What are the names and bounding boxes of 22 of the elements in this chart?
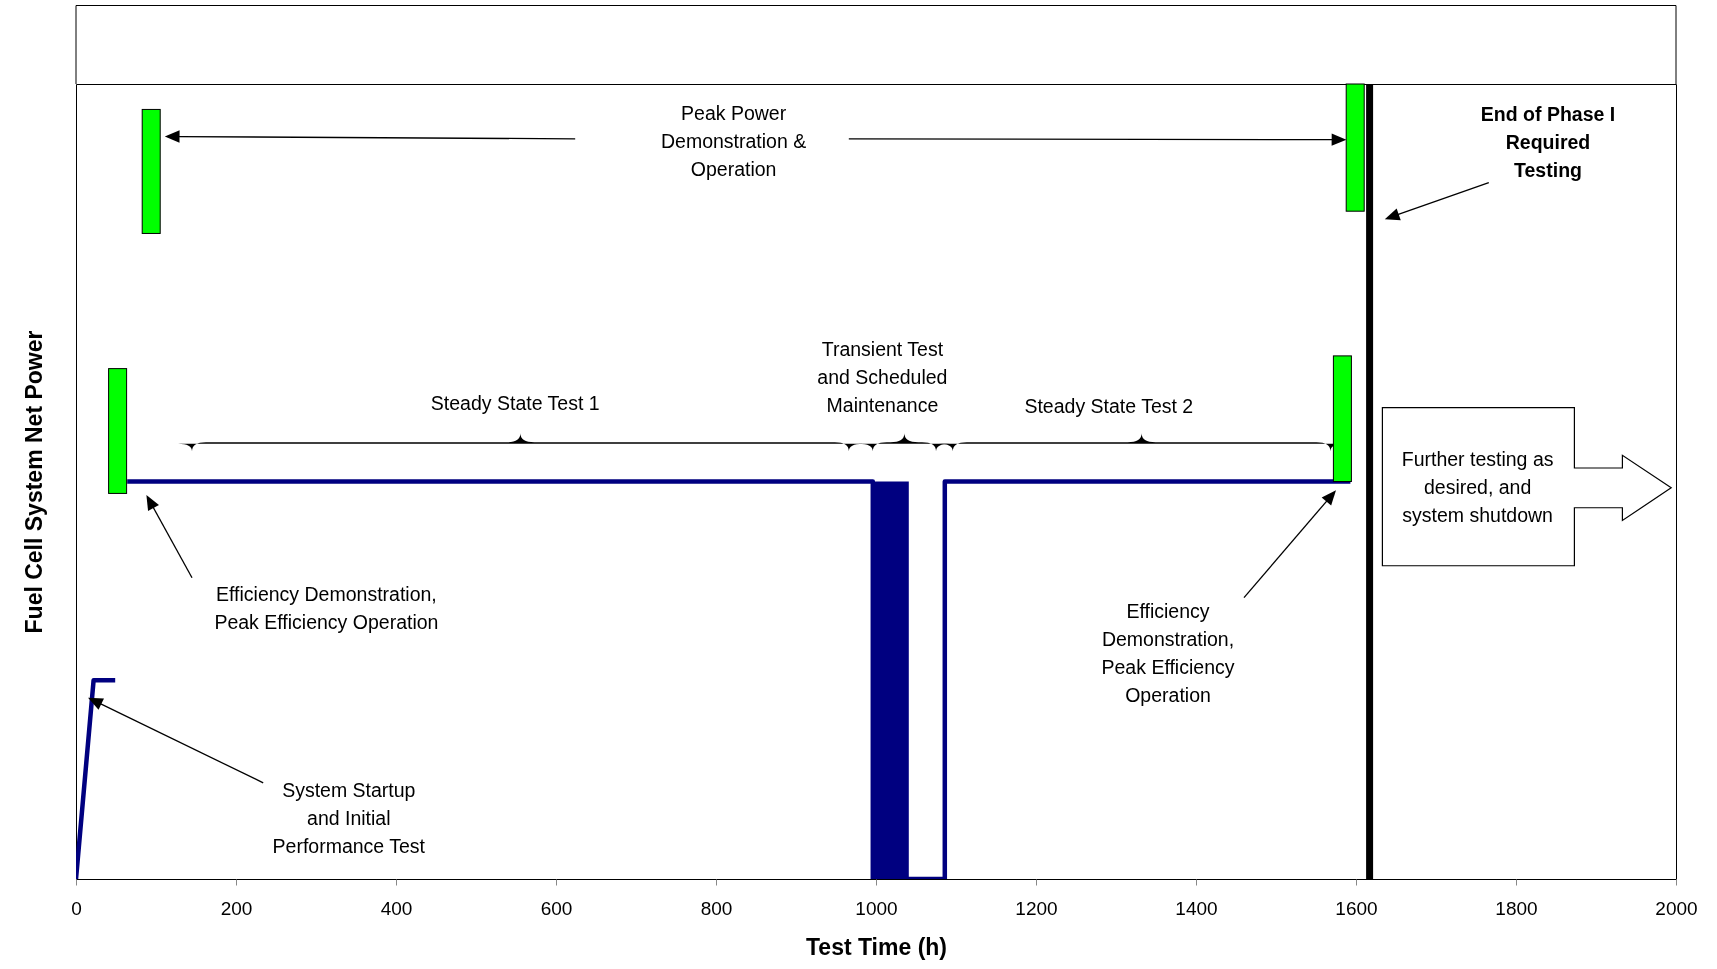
x-tick-label: 400 <box>380 897 413 919</box>
annotation: Efficiency Demonstration, Peak Efficiency Operation <box>1101 600 1235 707</box>
x-axis-title: Test Time (h) <box>806 933 947 960</box>
text: Peak Power Demonstration & Operation <box>660 102 807 181</box>
x-tick-label: 1800 <box>1495 897 1538 919</box>
x-tick-label: 2000 <box>1655 897 1698 919</box>
text: End of Phase I Required Testing <box>1480 102 1616 181</box>
text: Steady State Test 2 <box>1024 394 1194 417</box>
text: Transient Test and Scheduled Maintenance <box>817 338 948 417</box>
x-tick-label: 1000 <box>855 897 898 919</box>
x-tick-label: 1200 <box>1015 897 1058 919</box>
annotation: System Startup and Initial Performance Test <box>272 778 426 857</box>
y-axis-title: Fuel Cell System Net Power <box>20 330 47 634</box>
x-tick-label: 1400 <box>1175 897 1218 919</box>
annotation: Further testing as desired, and system shutdown <box>1401 447 1554 526</box>
x-tick-label: 1600 <box>1335 897 1378 919</box>
x-tick-label: 600 <box>540 897 573 919</box>
x-tick-label: 200 <box>220 897 253 919</box>
text: Steady State Test 1 <box>430 392 600 415</box>
x-tick-label: 0 <box>71 897 82 919</box>
annotation: Efficiency Demonstration, Peak Efficiency Operation <box>214 582 439 633</box>
x-tick-label: 800 <box>700 897 733 919</box>
